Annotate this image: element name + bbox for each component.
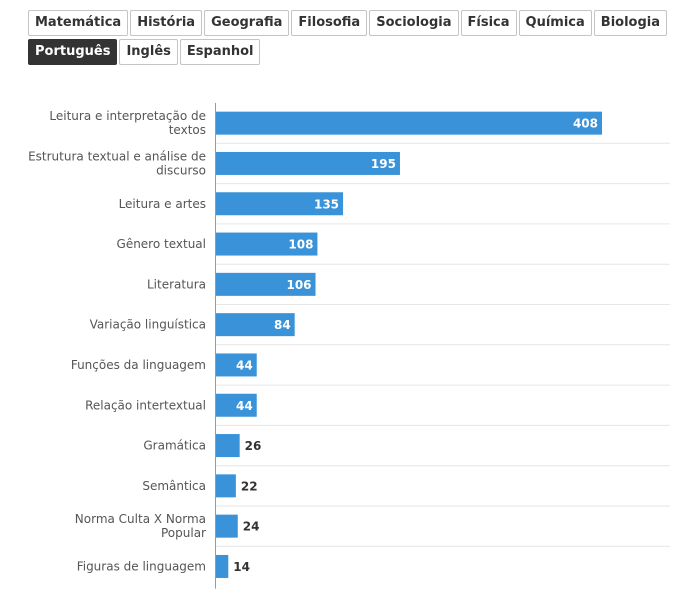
bar[interactable] xyxy=(215,151,400,175)
data-label: 14 xyxy=(233,560,250,574)
tab-fisica[interactable]: Física xyxy=(460,10,517,36)
category-label: Relação intertextual xyxy=(85,398,206,412)
data-label: 135 xyxy=(314,197,339,211)
category-label: Leitura e interpretação de textos xyxy=(49,109,206,137)
tab-sociologia[interactable]: Sociologia xyxy=(369,10,459,36)
data-label: 24 xyxy=(243,520,260,534)
bar[interactable] xyxy=(215,353,257,377)
category-label: Estrutura textual e análise de discurso xyxy=(28,149,206,177)
data-label: 84 xyxy=(274,318,291,332)
category-label: Gramática xyxy=(143,439,206,453)
category-label: Literatura xyxy=(147,277,206,291)
data-label: 195 xyxy=(371,157,396,171)
data-label: 26 xyxy=(245,439,262,453)
tab-portugues[interactable]: Português xyxy=(28,39,118,65)
category-label: Variação linguística xyxy=(90,318,206,332)
tab-filosofia[interactable]: Filosofia xyxy=(291,10,368,36)
data-label: 22 xyxy=(241,479,258,493)
category-label: Norma Culta X Norma Popular xyxy=(75,512,206,540)
category-label: Gênero textual xyxy=(117,237,206,251)
bar[interactable] xyxy=(215,474,236,498)
tab-ingles[interactable]: Inglês xyxy=(119,39,178,65)
data-label: 408 xyxy=(573,117,598,131)
tab-matematica[interactable]: Matemática xyxy=(28,10,129,36)
tab-biologia[interactable]: Biologia xyxy=(593,10,668,36)
tab-geografia[interactable]: Geografia xyxy=(204,10,290,36)
data-label: 44 xyxy=(236,399,253,413)
bar[interactable] xyxy=(215,393,257,417)
bar[interactable] xyxy=(215,434,240,458)
category-label: Leitura e artes xyxy=(119,197,206,211)
category-label: Funções da linguagem xyxy=(71,358,206,372)
bar[interactable] xyxy=(215,232,318,256)
data-label: 44 xyxy=(236,358,253,372)
bar[interactable] xyxy=(215,514,238,538)
bar[interactable] xyxy=(215,192,344,216)
data-label: 108 xyxy=(288,238,313,252)
tab-espanhol[interactable]: Espanhol xyxy=(179,39,261,65)
subject-tabs: Matemática História Geografia Filosofia Soci… xyxy=(28,10,668,65)
data-label: 106 xyxy=(286,278,311,292)
category-label: Semântica xyxy=(142,479,206,493)
bar[interactable] xyxy=(215,554,229,578)
bar[interactable] xyxy=(215,111,602,135)
tab-historia[interactable]: História xyxy=(130,10,203,36)
bar[interactable] xyxy=(215,313,295,337)
category-label: Figuras de linguagem xyxy=(77,559,206,573)
bar[interactable] xyxy=(215,272,316,296)
tab-quimica[interactable]: Química xyxy=(518,10,592,36)
